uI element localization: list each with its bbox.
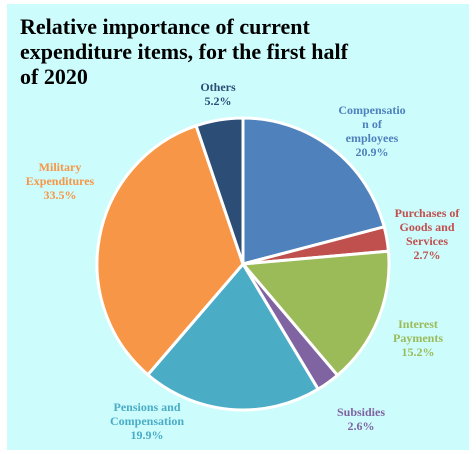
chart-title: Relative importance of current expenditu… [20,14,350,89]
data-label-value: 20.9% [356,145,389,159]
data-label-compensation-of-employees: Compensatio n of employees 20.9% [338,103,405,159]
data-label-subsidies: Subsidies 2.6% [337,405,385,433]
data-label-interest-payments: Interest Payments 15.2% [393,317,443,359]
data-label-text: Goods and [399,220,454,234]
data-label-text: Military [39,160,82,174]
data-label-value: 15.2% [402,345,435,359]
pie-slice-military-expenditures [95,124,245,377]
data-label-military-expenditures: Military Expenditures 33.5% [26,160,95,202]
data-label-text: Payments [393,331,443,345]
data-label-value: 33.5% [44,188,77,202]
data-label-text: Services [406,234,448,248]
data-label-value: 19.9% [131,428,164,442]
data-label-text: Pensions and [113,400,180,414]
data-label-text: Expenditures [26,174,95,188]
data-label-text: Subsidies [337,405,385,419]
data-label-text: n of [362,117,383,131]
chart-title-line: Relative importance of current [20,14,310,39]
data-label-value: 5.2% [205,94,232,108]
pie-slice-interest-payments [241,249,391,377]
data-label-others: Others 5.2% [200,80,236,108]
data-label-pensions-and-compensation: Pensions and Compensation 19.9% [110,400,184,442]
data-label-purchases-of-goods-and-services: Purchases of Goods and Services 2.7% [395,206,461,262]
data-label-value: 2.7% [414,248,441,262]
data-label-text: Purchases of [395,206,461,220]
data-label-value: 2.6% [348,419,375,433]
data-label-text: Interest [398,317,438,331]
chart-title-line: of 2020 [20,64,88,89]
data-label-text: employees [346,131,399,145]
pie-slice-others [194,116,245,266]
data-label-text: Compensation [110,414,184,428]
data-label-text: Others [200,80,236,94]
pie-slice-pensions-and-compensation [146,262,320,412]
data-label-text: Compensatio [338,103,405,117]
chart-title-line: expenditure items, for the first half [20,39,348,64]
pie-slice-compensation-of-employees [241,116,386,266]
